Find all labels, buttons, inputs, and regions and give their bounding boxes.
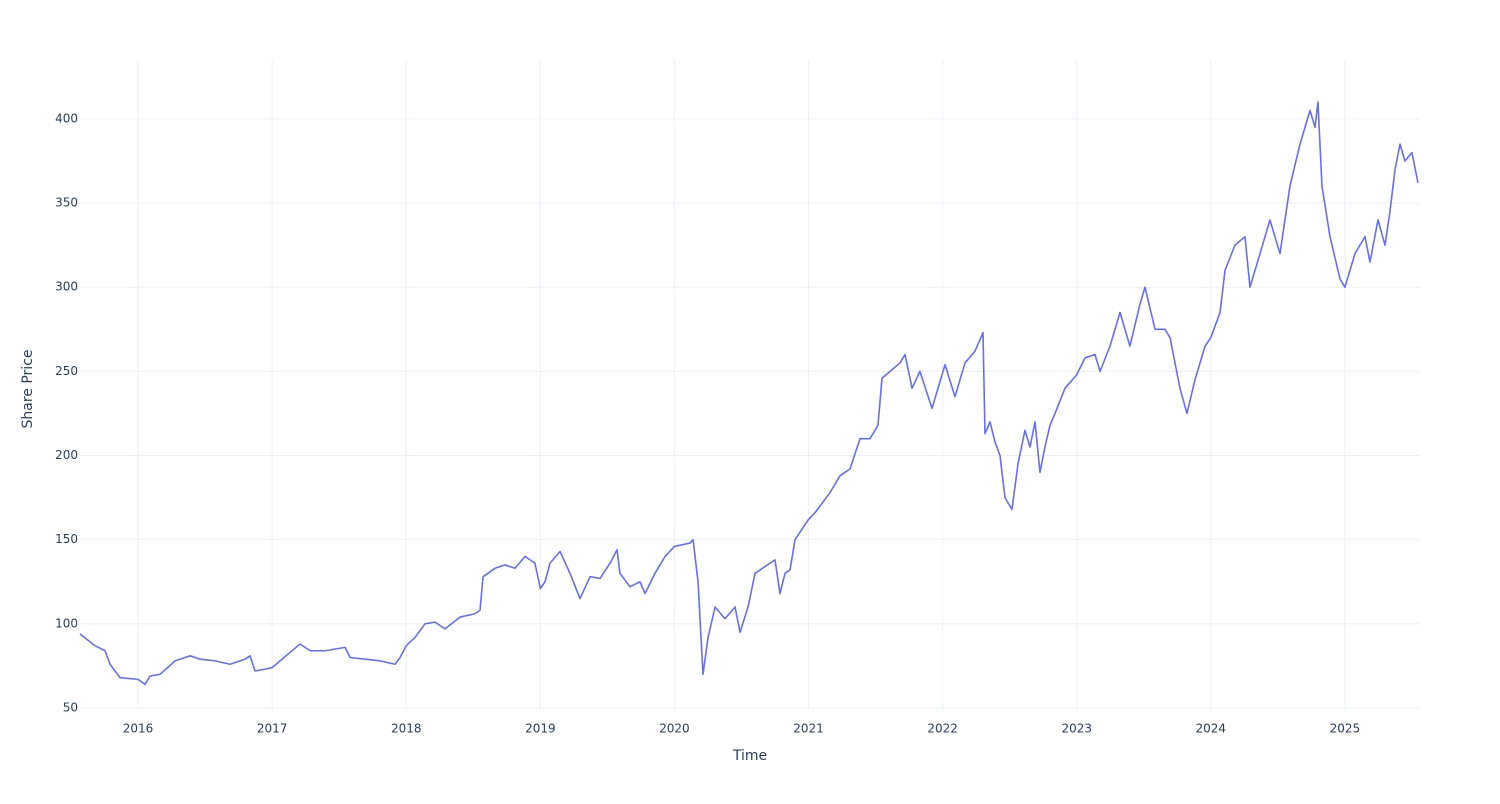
y-tick-label: 400: [55, 111, 78, 125]
y-tick-label: 200: [55, 448, 78, 462]
y-tick-label: 300: [55, 280, 78, 294]
x-tick-label: 2025: [1330, 722, 1361, 736]
x-tick-label: 2024: [1196, 722, 1227, 736]
x-tick-label: 2016: [123, 722, 154, 736]
x-tick-label: 2020: [659, 722, 690, 736]
grid: [80, 60, 1420, 710]
y-tick-label: 50: [63, 700, 78, 714]
y-tick-label: 100: [55, 616, 78, 630]
x-tick-label: 2021: [793, 722, 824, 736]
y-tick-label: 350: [55, 196, 78, 210]
x-tick-label: 2023: [1061, 722, 1092, 736]
price-line: [79, 101, 1419, 686]
y-axis-title: Share Price: [20, 349, 36, 428]
y-tick-label: 250: [55, 364, 78, 378]
x-tick-label: 2022: [927, 722, 958, 736]
y-tick-label: 150: [55, 532, 78, 546]
x-tick-label: 2019: [525, 722, 556, 736]
x-tick-label: 2017: [257, 722, 288, 736]
x-tick-label: 2018: [391, 722, 422, 736]
x-axis-title: Time: [732, 748, 767, 764]
